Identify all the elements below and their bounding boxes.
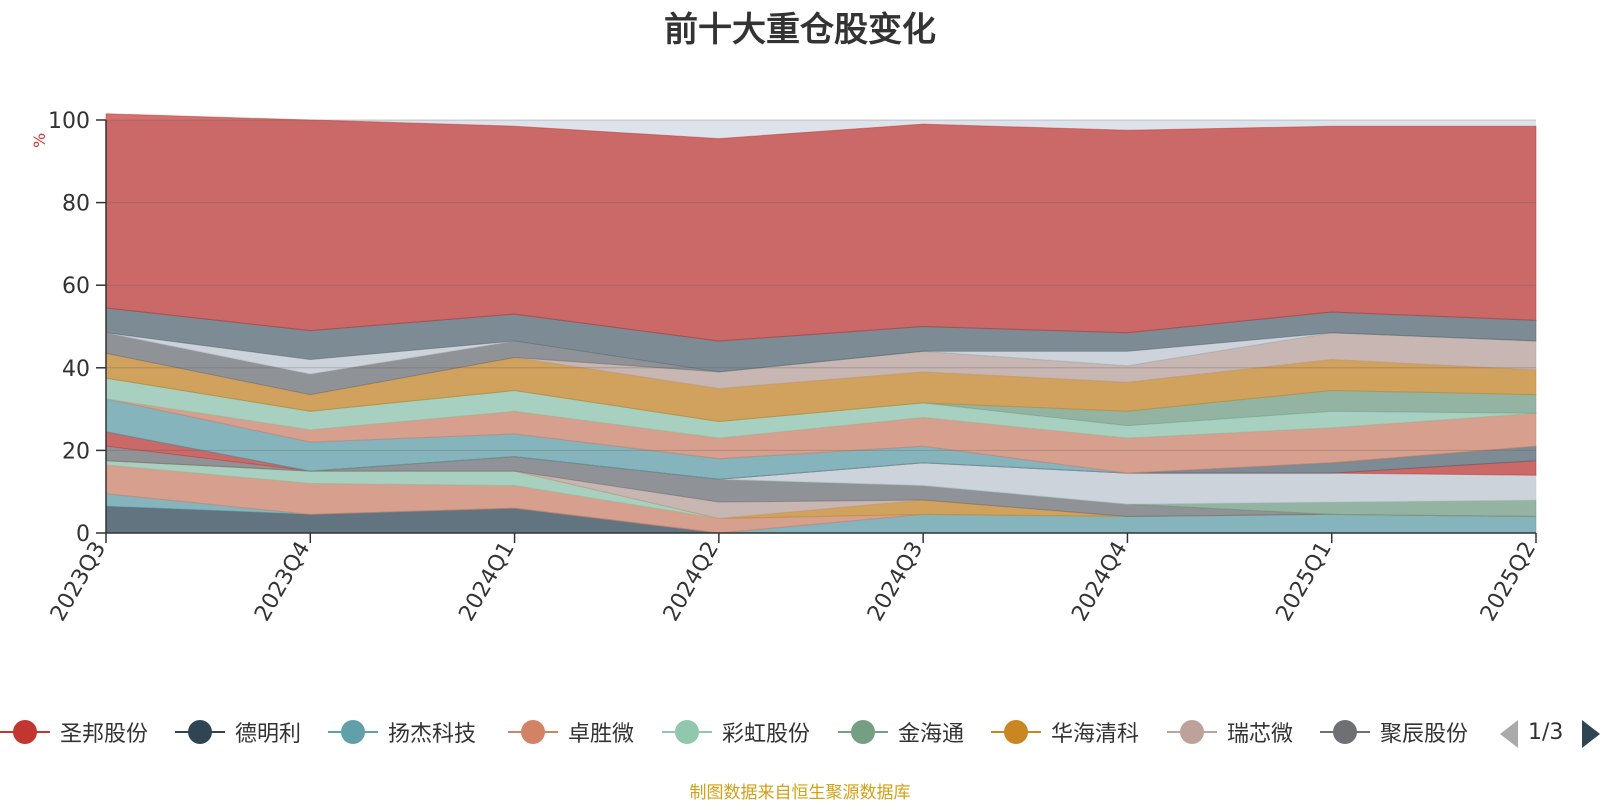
chart-title: 前十大重仓股变化 (664, 10, 936, 50)
area-series-20 (105, 113, 1537, 342)
legend-item-yangjie[interactable]: 扬杰科技 (328, 712, 476, 752)
legend: 圣邦股份 德明利 扬杰科技 卓胜微 彩虹股份 金海通 华海清科 瑞芯微 聚辰股份 (0, 712, 1600, 752)
x-tick-label: 2025Q2 (1476, 538, 1541, 626)
y-tick-label: 20 (62, 439, 90, 464)
legend-label: 扬杰科技 (388, 722, 477, 747)
legend-item-demingli[interactable]: 德明利 (175, 712, 301, 752)
legend-item-jinhaitong[interactable]: 金海通 (838, 712, 964, 752)
x-tick-label: 2023Q4 (250, 538, 315, 626)
x-tick-label: 2025Q1 (1272, 538, 1337, 626)
legend-label: 聚辰股份 (1380, 722, 1469, 747)
legend-symbol (1320, 719, 1370, 745)
legend-symbol (838, 719, 888, 745)
legend-item-zhuoshengwei[interactable]: 卓胜微 (508, 712, 634, 752)
legend-label: 德明利 (235, 722, 302, 747)
y-tick-label: 80 (62, 192, 90, 217)
legend-label: 金海通 (898, 722, 965, 747)
legend-symbol (328, 719, 378, 745)
x-tick-label: 2024Q1 (454, 538, 519, 626)
legend-label: 彩虹股份 (722, 722, 811, 747)
legend-symbol (1167, 719, 1217, 745)
legend-next-icon[interactable] (1582, 720, 1600, 748)
legend-label: 瑞芯微 (1227, 722, 1294, 747)
legend-symbol (508, 719, 558, 745)
area-chart: 0 20 40 60 80 100 2023Q3 2023Q4 2024Q1 2024Q2 2024… (46, 109, 1541, 626)
legend-item-juchen[interactable]: 聚辰股份 (1320, 712, 1468, 752)
legend-label: 圣邦股份 (60, 722, 149, 747)
legend-pager: 1/3 (1500, 720, 1600, 752)
legend-symbol (662, 719, 712, 745)
legend-item-huahai[interactable]: 华海清科 (991, 712, 1139, 752)
x-tick-label: 2024Q2 (659, 538, 724, 626)
x-tick-label: 2024Q4 (1067, 538, 1132, 626)
legend-item-ruixinwei[interactable]: 瑞芯微 (1167, 712, 1293, 752)
legend-item-shengbang[interactable]: 圣邦股份 (0, 712, 148, 752)
source-note: 制图数据来自恒生聚源数据库 (689, 783, 911, 803)
legend-symbol (0, 719, 50, 745)
y-tick-label: 40 (62, 357, 90, 382)
x-tick-label: 2023Q3 (46, 538, 111, 626)
x-tick-label: 2024Q3 (863, 538, 928, 626)
legend-item-caihong[interactable]: 彩虹股份 (662, 712, 810, 752)
y-tick-label: 100 (48, 109, 90, 134)
y-tick-label: 60 (62, 274, 90, 299)
y-tick-label: 0 (76, 522, 90, 547)
legend-page-indicator: 1/3 (1528, 720, 1564, 745)
legend-symbol (175, 719, 225, 745)
legend-prev-icon[interactable] (1500, 720, 1518, 748)
legend-label: 华海清科 (1051, 722, 1140, 747)
legend-symbol (991, 719, 1041, 745)
legend-label: 卓胜微 (568, 722, 635, 747)
